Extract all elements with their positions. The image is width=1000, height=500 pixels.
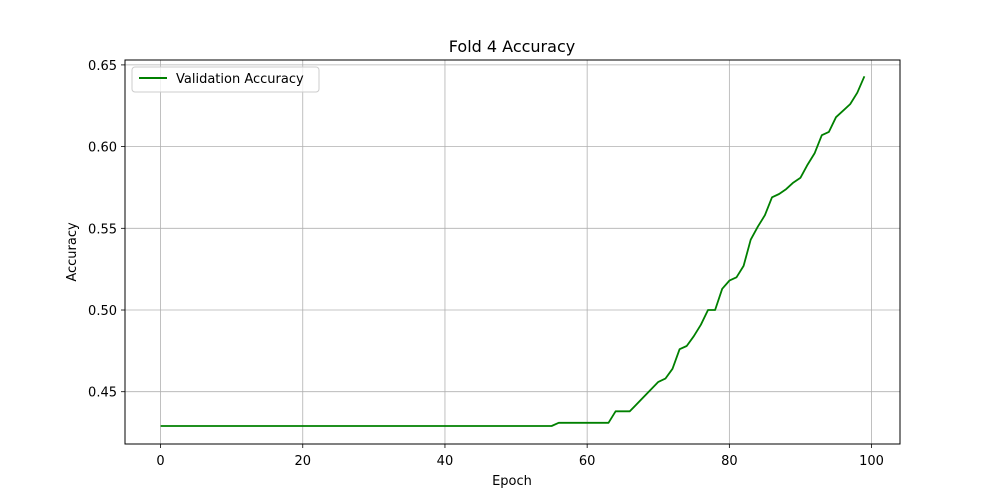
y-tick-label: 0.45 — [88, 386, 117, 401]
x-tick-label: 40 — [437, 454, 454, 469]
grid — [125, 60, 900, 444]
plot-frame — [124, 59, 901, 445]
y-tick-label: 0.55 — [88, 222, 117, 237]
y-tick-label: 0.65 — [88, 59, 117, 74]
x-ticks: 0 20 40 60 80 100 — [156, 444, 884, 469]
series-layer — [160, 75, 866, 427]
chart-title: Fold 4 Accuracy — [449, 37, 575, 56]
x-tick-label: 80 — [721, 454, 738, 469]
y-ticks: 0.45 0.50 0.55 0.60 0.65 — [88, 59, 125, 401]
x-axis-label: Epoch — [492, 474, 532, 489]
series-line-validation-accuracy — [160, 75, 866, 427]
y-tick-label: 0.60 — [88, 141, 117, 156]
legend-label-validation-accuracy: Validation Accuracy — [176, 72, 304, 87]
x-tick-label: 0 — [156, 454, 164, 469]
x-tick-label: 100 — [859, 454, 884, 469]
x-tick-label: 60 — [579, 454, 596, 469]
y-axis-label: Accuracy — [65, 222, 80, 282]
x-tick-label: 20 — [294, 454, 311, 469]
legend: Validation Accuracy — [131, 66, 320, 93]
legend-box — [131, 66, 320, 93]
y-tick-label: 0.50 — [88, 304, 117, 319]
